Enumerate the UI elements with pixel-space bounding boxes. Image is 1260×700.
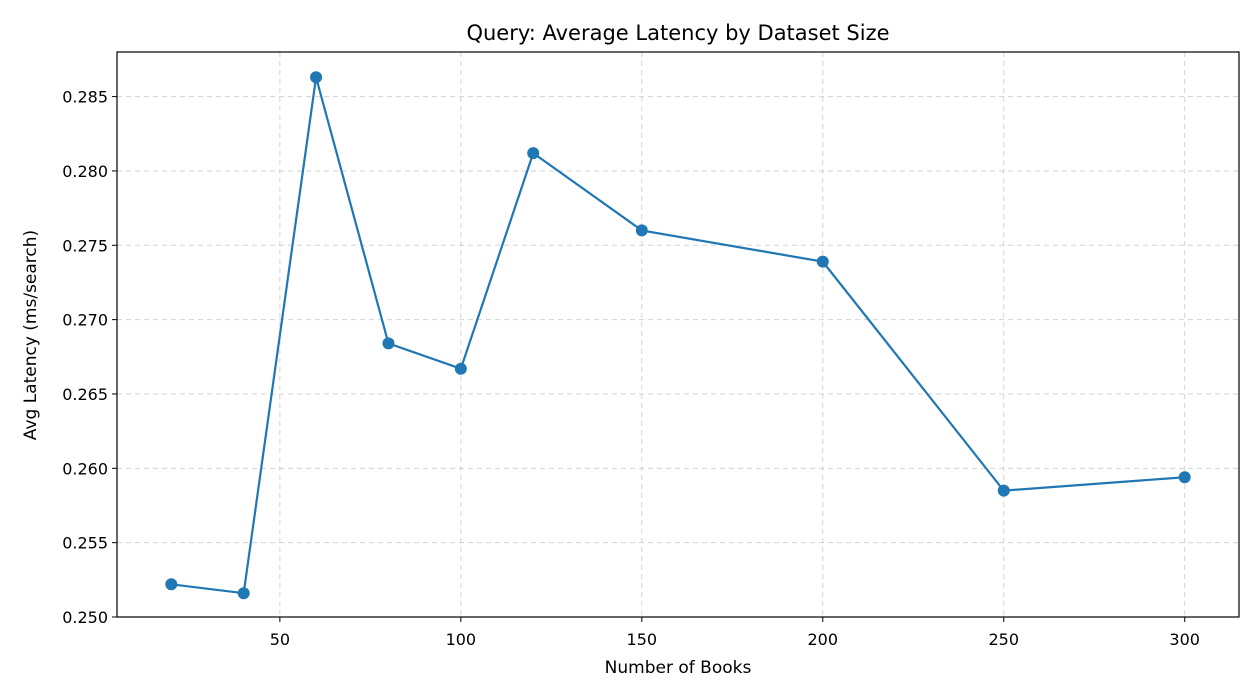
y-tick-label: 0.265 (62, 385, 108, 404)
x-tick-label: 100 (446, 630, 477, 649)
data-point (454, 362, 467, 375)
data-point (527, 147, 540, 160)
y-tick-label: 0.285 (62, 88, 108, 107)
y-tick-label: 0.280 (62, 162, 108, 181)
plot-area-frame (116, 51, 1240, 618)
y-axis-label: Avg Latency (ms/search) (21, 230, 41, 440)
grid (117, 52, 1239, 618)
y-tick-label: 0.260 (62, 459, 108, 478)
data-point (816, 255, 829, 268)
y-tick-label: 0.270 (62, 311, 108, 330)
x-axis-label: Number of Books (605, 658, 752, 678)
y-tick-label: 0.255 (62, 534, 108, 553)
series-layer (165, 71, 1191, 600)
data-point (1178, 471, 1191, 484)
series-line (171, 76, 1185, 595)
x-tick-label: 50 (270, 630, 290, 649)
x-tick-label: 250 (988, 630, 1019, 649)
chart-title: Query: Average Latency by Dataset Size (466, 21, 889, 45)
data-point (382, 337, 395, 350)
y-tick-label: 0.250 (62, 608, 108, 627)
x-axis: 50 100 150 200 250 300 (270, 617, 1200, 649)
data-point (165, 578, 178, 591)
data-point (310, 71, 323, 84)
y-axis: 0.250 0.255 0.260 0.265 0.270 0.275 0.280 0.285 (62, 88, 117, 627)
x-tick-label: 300 (1169, 630, 1200, 649)
x-tick-label: 200 (808, 630, 839, 649)
y-tick-label: 0.275 (62, 236, 108, 255)
data-point (997, 484, 1010, 497)
data-point (237, 587, 250, 600)
x-tick-label: 150 (627, 630, 658, 649)
data-point (635, 224, 648, 237)
